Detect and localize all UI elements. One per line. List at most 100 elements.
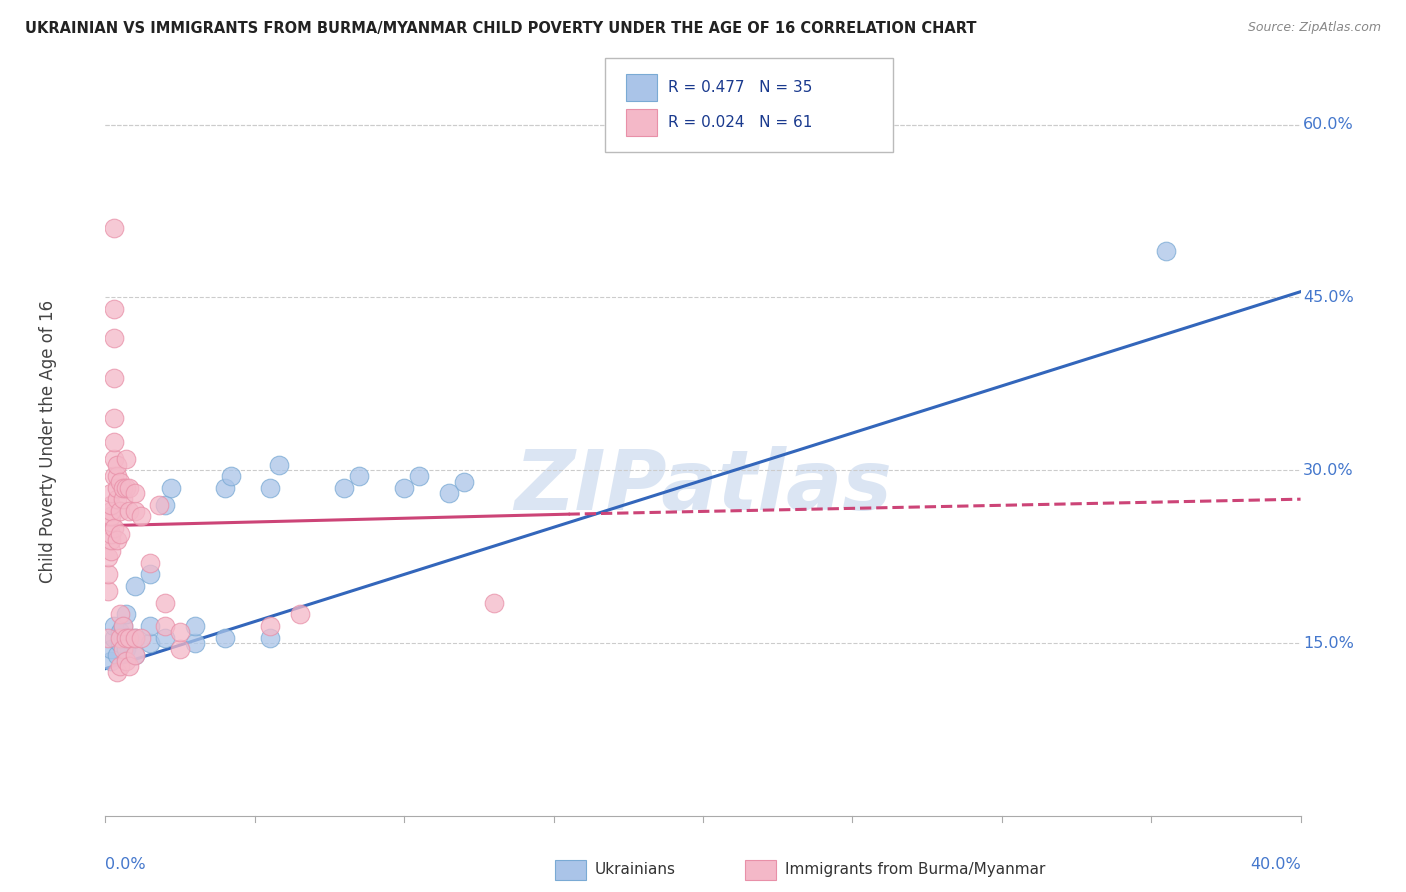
- Point: [169, 624, 191, 639]
- Point: [394, 481, 416, 495]
- Point: [118, 631, 141, 645]
- Point: [118, 504, 141, 518]
- Point: [214, 481, 236, 495]
- Point: [97, 584, 120, 599]
- Point: [139, 567, 162, 582]
- Point: [100, 533, 122, 547]
- Point: [110, 631, 132, 645]
- Point: [112, 619, 135, 633]
- Point: [100, 504, 122, 518]
- Point: [100, 498, 122, 512]
- Point: [112, 619, 135, 633]
- Point: [103, 469, 125, 483]
- Point: [103, 434, 125, 449]
- Point: [115, 451, 138, 466]
- Point: [107, 469, 129, 483]
- Point: [148, 498, 170, 512]
- Point: [437, 486, 460, 500]
- Point: [155, 619, 177, 633]
- Point: [169, 642, 191, 657]
- Point: [100, 515, 122, 529]
- Point: [115, 607, 138, 622]
- Text: Ukrainians: Ukrainians: [595, 863, 676, 877]
- Text: R = 0.024   N = 61: R = 0.024 N = 61: [668, 115, 813, 129]
- Point: [139, 619, 162, 633]
- Point: [155, 498, 177, 512]
- Point: [97, 631, 120, 645]
- Point: [259, 481, 281, 495]
- Text: Immigrants from Burma/Myanmar: Immigrants from Burma/Myanmar: [785, 863, 1045, 877]
- Point: [139, 556, 162, 570]
- Point: [333, 481, 356, 495]
- Point: [103, 411, 125, 425]
- Point: [110, 607, 132, 622]
- Point: [453, 475, 475, 489]
- Point: [100, 486, 122, 500]
- Point: [107, 533, 129, 547]
- Point: [155, 631, 177, 645]
- Text: 0.0%: 0.0%: [105, 857, 146, 872]
- Point: [267, 458, 290, 472]
- Point: [129, 631, 153, 645]
- Point: [112, 481, 135, 495]
- Point: [103, 221, 125, 235]
- Point: [288, 607, 311, 622]
- Point: [160, 481, 183, 495]
- Point: [100, 642, 122, 657]
- Point: [107, 665, 129, 679]
- Point: [112, 642, 135, 657]
- Point: [118, 481, 141, 495]
- Point: [97, 549, 120, 564]
- Point: [112, 492, 135, 507]
- Point: [124, 648, 146, 662]
- Text: UKRAINIAN VS IMMIGRANTS FROM BURMA/MYANMAR CHILD POVERTY UNDER THE AGE OF 16 COR: UKRAINIAN VS IMMIGRANTS FROM BURMA/MYANM…: [25, 21, 977, 36]
- Text: Source: ZipAtlas.com: Source: ZipAtlas.com: [1247, 21, 1381, 34]
- Point: [408, 469, 430, 483]
- Point: [103, 301, 125, 316]
- Point: [100, 526, 122, 541]
- Point: [1154, 244, 1177, 259]
- Point: [124, 631, 146, 645]
- Point: [103, 371, 125, 385]
- Point: [219, 469, 242, 483]
- Point: [155, 596, 177, 610]
- Point: [107, 458, 129, 472]
- Point: [124, 486, 146, 500]
- Point: [139, 636, 162, 650]
- Point: [97, 567, 120, 582]
- Text: R = 0.477   N = 35: R = 0.477 N = 35: [668, 80, 813, 95]
- Point: [184, 619, 207, 633]
- Point: [100, 544, 122, 558]
- Point: [214, 631, 236, 645]
- Text: 15.0%: 15.0%: [1303, 636, 1354, 651]
- Text: Child Poverty Under the Age of 16: Child Poverty Under the Age of 16: [39, 300, 58, 583]
- Point: [112, 631, 135, 645]
- Point: [110, 526, 132, 541]
- Point: [107, 648, 129, 662]
- Text: 60.0%: 60.0%: [1303, 117, 1354, 132]
- Point: [118, 659, 141, 673]
- Text: 45.0%: 45.0%: [1303, 290, 1354, 305]
- Point: [482, 596, 505, 610]
- Point: [115, 631, 138, 645]
- Point: [103, 331, 125, 345]
- Point: [110, 475, 132, 489]
- Point: [110, 636, 132, 650]
- Point: [124, 648, 146, 662]
- Point: [115, 642, 138, 657]
- Point: [110, 659, 132, 673]
- Point: [100, 654, 122, 668]
- Point: [100, 509, 122, 524]
- Text: ZIPatlas: ZIPatlas: [515, 446, 891, 527]
- Point: [259, 631, 281, 645]
- Point: [103, 619, 125, 633]
- Point: [129, 509, 153, 524]
- Point: [110, 504, 132, 518]
- Point: [107, 481, 129, 495]
- Point: [124, 579, 146, 593]
- Point: [349, 469, 371, 483]
- Point: [124, 631, 146, 645]
- Point: [107, 492, 129, 507]
- Point: [103, 451, 125, 466]
- Point: [103, 631, 125, 645]
